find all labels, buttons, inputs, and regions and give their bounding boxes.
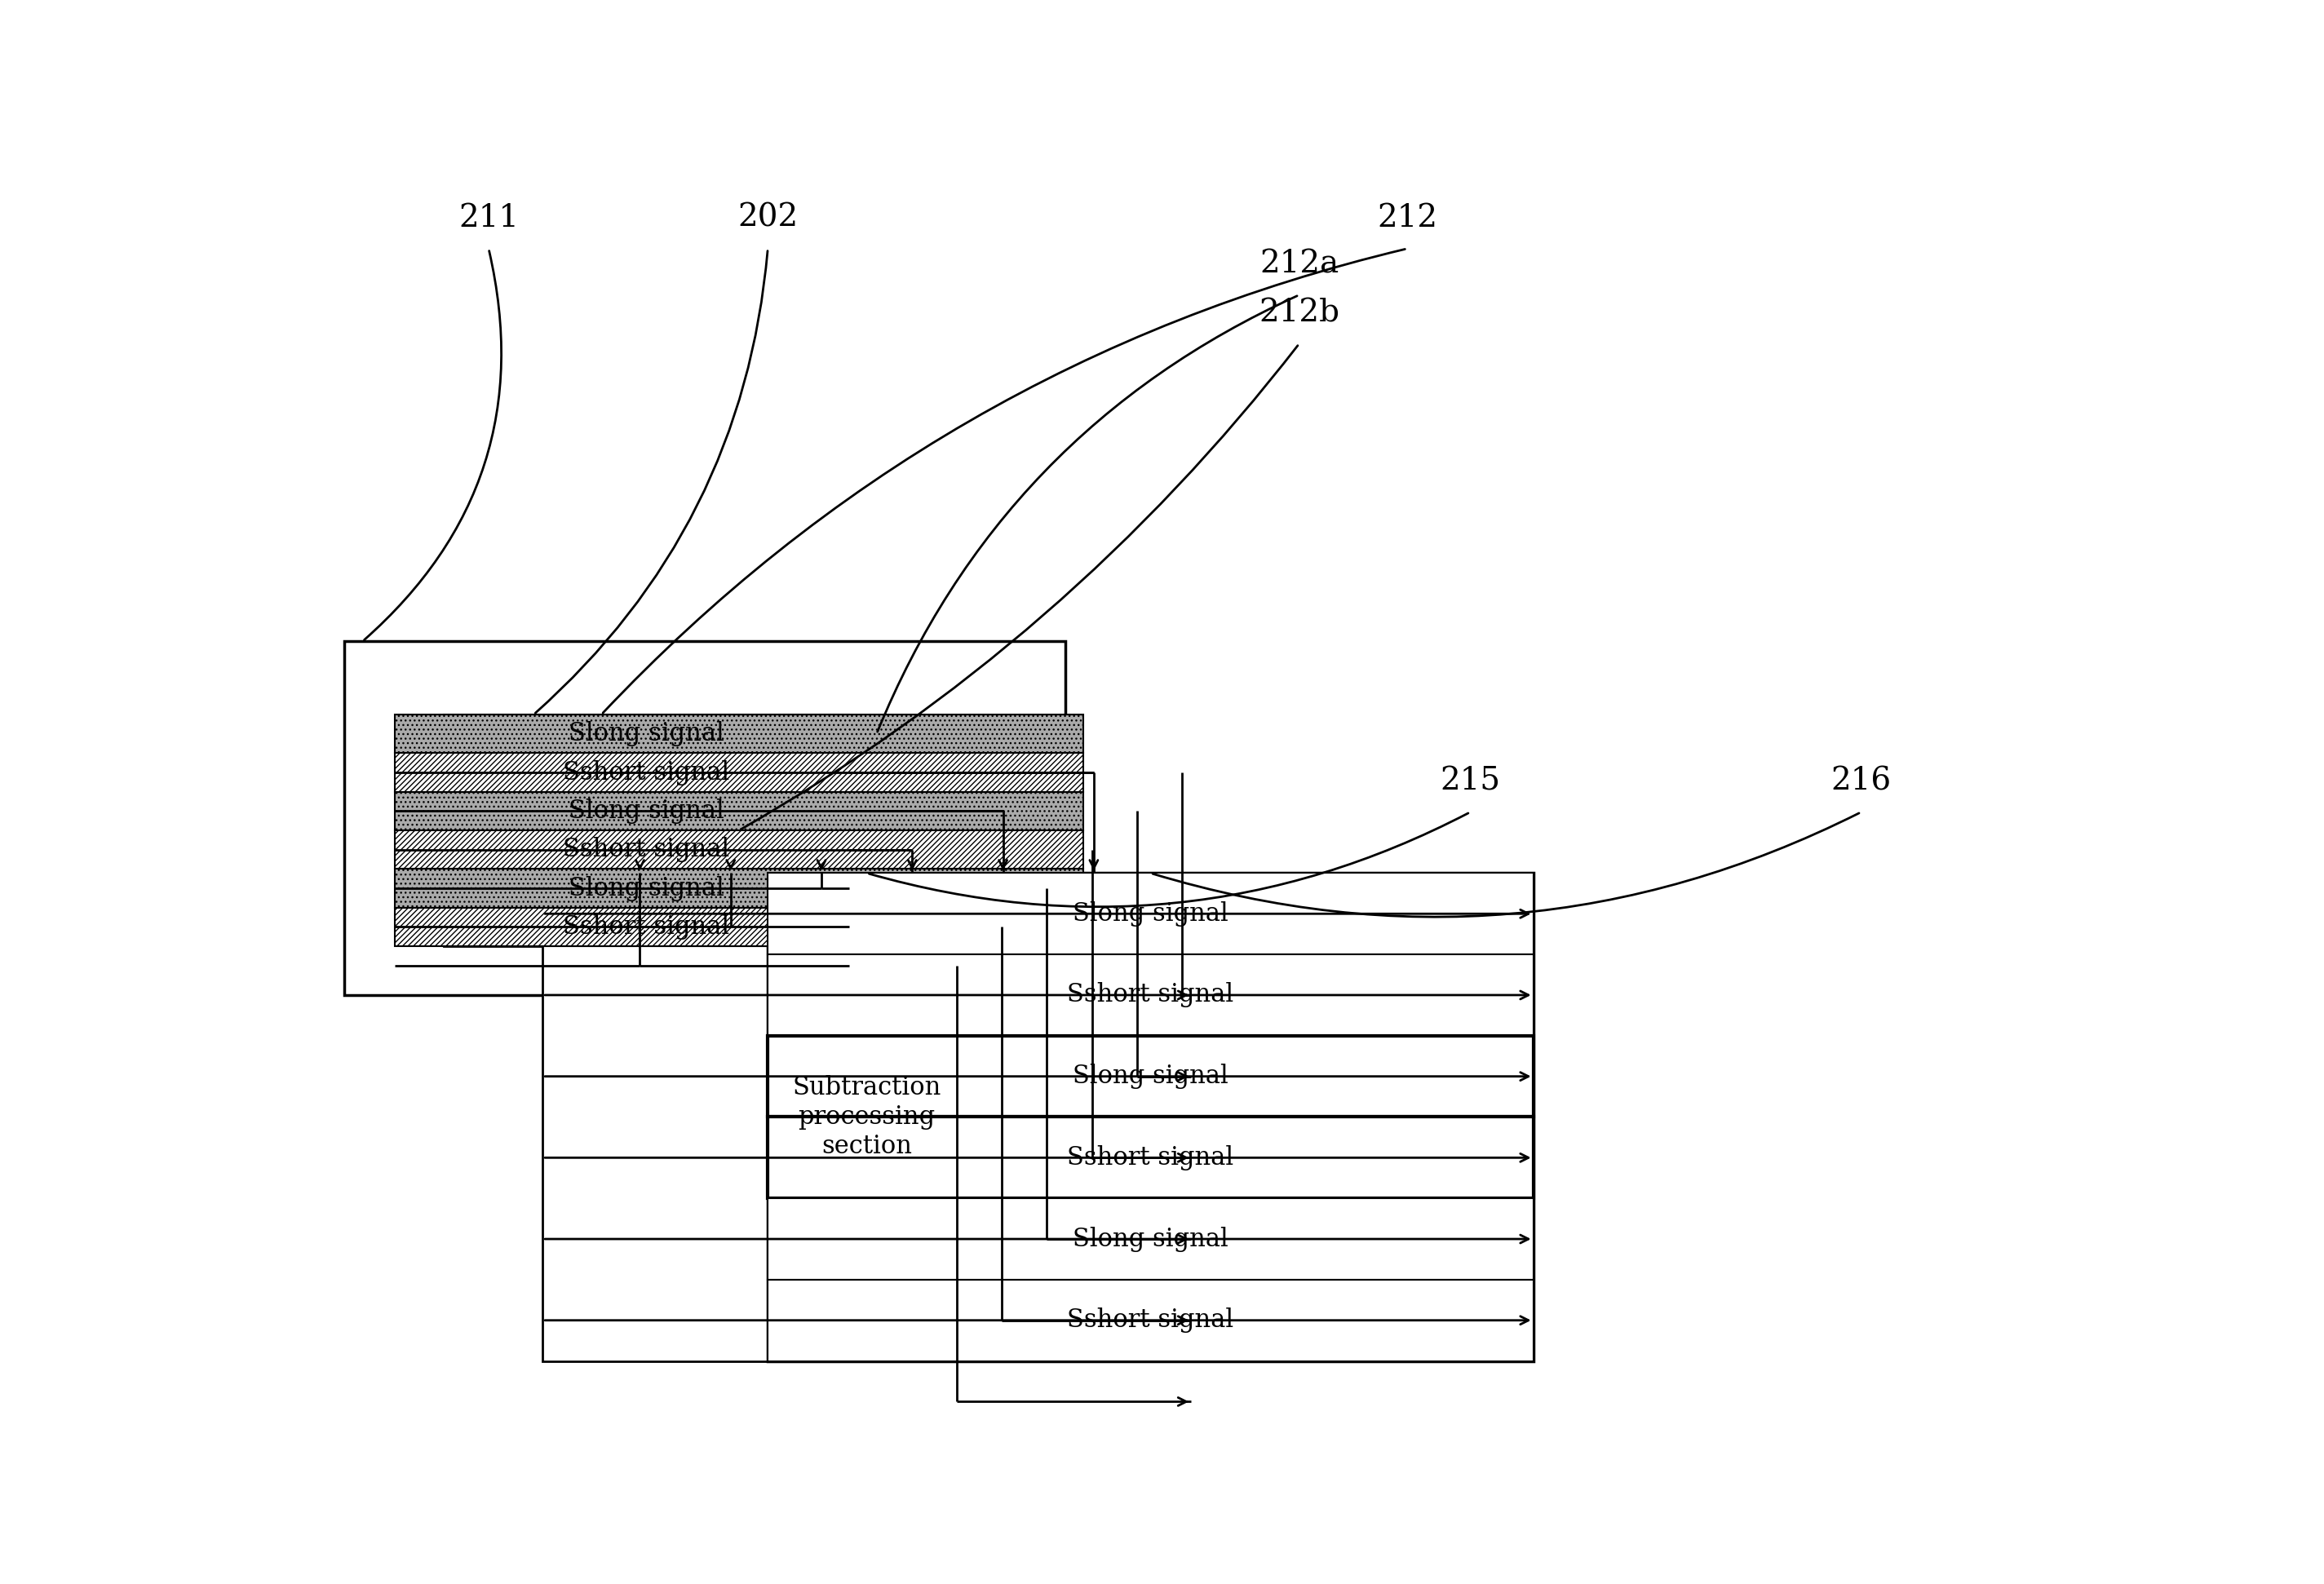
- Text: Sshort signal: Sshort signal: [562, 760, 730, 786]
- Text: Sshort signal: Sshort signal: [1067, 982, 1234, 1007]
- Text: 211: 211: [458, 203, 518, 233]
- Bar: [444, 714, 848, 752]
- Bar: [395, 830, 1083, 870]
- Bar: [444, 870, 848, 908]
- Text: Slong signal: Slong signal: [1074, 1226, 1229, 1251]
- Bar: [395, 792, 1083, 830]
- Text: 216: 216: [1831, 767, 1892, 797]
- Bar: [344, 642, 1064, 995]
- Text: Slong signal: Slong signal: [569, 798, 725, 824]
- Text: Slong signal: Slong signal: [569, 876, 725, 901]
- Bar: [767, 955, 1534, 1036]
- Text: 212a: 212a: [1260, 249, 1339, 279]
- Text: Slong signal: Slong signal: [1074, 901, 1229, 927]
- Bar: [444, 752, 848, 792]
- Text: 212b: 212b: [1260, 298, 1339, 328]
- Text: Sshort signal: Sshort signal: [1067, 1308, 1234, 1334]
- Text: Sshort signal: Sshort signal: [562, 836, 730, 862]
- Bar: [767, 1036, 1534, 1117]
- Bar: [395, 908, 1083, 946]
- Bar: [767, 873, 1534, 1361]
- Bar: [767, 1199, 1534, 1280]
- Bar: [444, 714, 848, 946]
- Bar: [767, 1117, 1534, 1199]
- Text: 212: 212: [1376, 203, 1439, 233]
- Bar: [395, 714, 1083, 752]
- Text: 202: 202: [737, 203, 797, 233]
- Bar: [444, 908, 848, 946]
- Bar: [395, 870, 1083, 908]
- Bar: [444, 830, 848, 870]
- Text: Sshort signal: Sshort signal: [1067, 1145, 1234, 1171]
- Bar: [767, 873, 1534, 955]
- Text: Slong signal: Slong signal: [569, 721, 725, 746]
- Bar: [395, 752, 1083, 792]
- Text: Subtraction
processing
section: Subtraction processing section: [792, 1076, 941, 1159]
- Text: 215: 215: [1441, 767, 1501, 797]
- Text: Sshort signal: Sshort signal: [562, 914, 730, 939]
- Text: Slong signal: Slong signal: [1074, 1064, 1229, 1090]
- Bar: [767, 1280, 1534, 1361]
- Bar: [444, 792, 848, 830]
- Bar: [541, 873, 1190, 1361]
